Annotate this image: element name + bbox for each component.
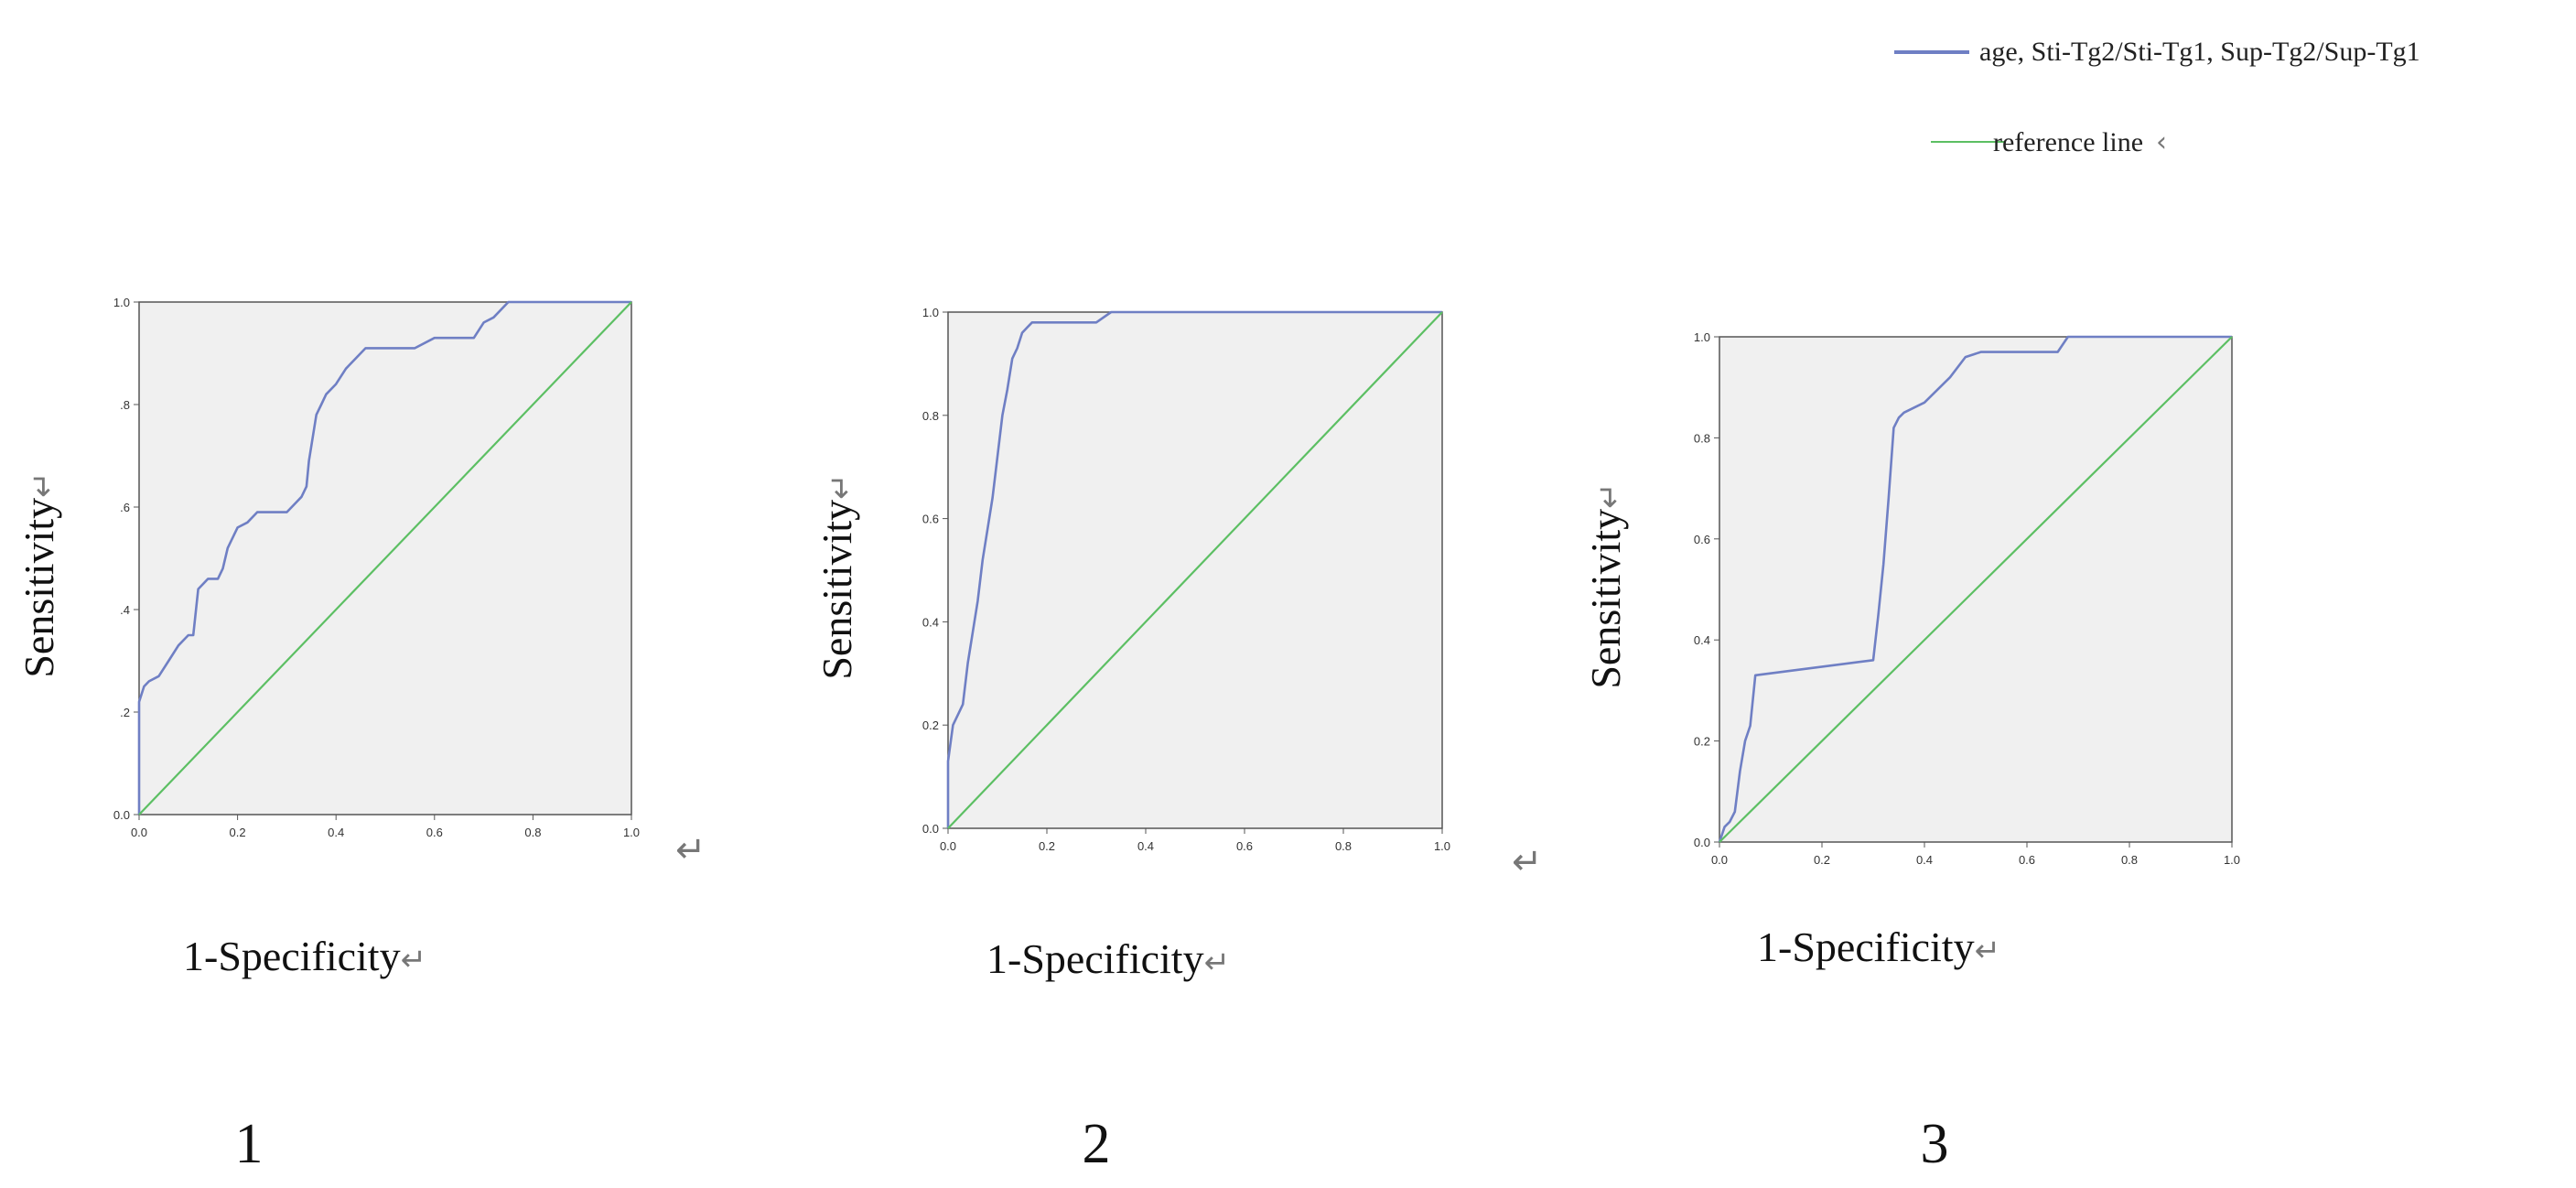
legend: age, Sti-Tg2/Sti-Tg1, Sup-Tg2/Sup-Tg1 re…	[1894, 37, 2420, 158]
y-axis-title-text-2: Sensitivity	[814, 500, 860, 680]
y-tick-label-3: 0.2	[1694, 735, 1710, 749]
x-tick-label-1: 0.0	[131, 826, 147, 839]
y-tick-label-1: 0.0	[113, 808, 130, 822]
y-tick-label-2: 0.4	[922, 615, 939, 629]
x-axis-return-glyph-1: ↵	[401, 942, 427, 978]
legend-item-roc: age, Sti-Tg2/Sti-Tg1, Sup-Tg2/Sup-Tg1	[1894, 37, 2420, 67]
reference-line-1	[138, 301, 632, 815]
legend-label-reference: reference line ‹	[1993, 126, 2167, 158]
x-tick-label-3: 0.6	[2019, 853, 2035, 867]
x-tick-label-1: 0.6	[426, 826, 443, 839]
panel-number-2: 2	[1083, 1113, 1111, 1175]
x-tick-label-2: 1.0	[1434, 839, 1450, 853]
y-tick-label-1: .8	[120, 398, 130, 412]
legend-item-reference: reference line ‹	[1931, 126, 2167, 158]
roc-panel-2: 0.0 0.2 0.4 0.6 0.8 1.0 0.0 0.2 0.4 0.6 0.8 1.0 Sens…	[814, 306, 1543, 1175]
y-tick-label-3: 0.4	[1694, 633, 1710, 647]
y-tick-label-1: .2	[120, 706, 130, 719]
reference-line-3	[1719, 336, 2233, 843]
y-tick-label-3: 0.6	[1694, 533, 1710, 546]
y-axis-return-glyph-3: ↵	[1591, 482, 1628, 509]
x-tick-label-2: 0.2	[1039, 839, 1055, 853]
x-tick-label-3: 0.4	[1916, 853, 1933, 867]
x-axis-title-text-1: 1-Specificity	[183, 933, 401, 979]
y-axis-title-text-3: Sensitivity	[1582, 509, 1629, 689]
y-tick-label-2: 1.0	[922, 306, 939, 319]
y-tick-label-1: .6	[120, 501, 130, 514]
y-tick-label-3: 0.8	[1694, 431, 1710, 445]
y-axis-title-text-1: Sensitivity	[16, 498, 62, 678]
y-tick-label-1: .4	[120, 603, 130, 617]
trailing-return-glyph-2: ↵	[1512, 841, 1543, 883]
y-axis-title-2: Sensitivity↵	[814, 473, 860, 679]
roc-panel-3: 0.0 0.2 0.4 0.6 0.8 1.0 0.0 0.2 0.4 0.6 0.8 1.0 Sens…	[1582, 330, 2240, 1175]
x-tick-label-2: 0.6	[1236, 839, 1253, 853]
x-axis-title-3: 1-Specificity↵	[1757, 923, 2000, 970]
x-axis-title-1: 1-Specificity↵	[183, 933, 426, 979]
roc-panel-1: 0.0 0.2 0.4 0.6 0.8 1.0 0.0 .2 .4 .6 .8 1.0 Sensitiv…	[16, 296, 706, 1175]
y-axis-return-glyph-1: ↵	[25, 471, 61, 498]
x-tick-label-1: 1.0	[623, 826, 640, 839]
x-tick-label-2: 0.4	[1137, 839, 1154, 853]
x-tick-label-2: 0.0	[940, 839, 956, 853]
x-tick-label-1: 0.4	[328, 826, 344, 839]
y-axis-return-glyph-2: ↵	[823, 473, 859, 500]
y-tick-label-2: 0.6	[922, 513, 939, 526]
x-axis-return-glyph-3: ↵	[1975, 933, 2001, 969]
x-tick-label-1: 0.8	[524, 826, 541, 839]
x-tick-label-3: 0.2	[1814, 853, 1830, 867]
x-tick-label-3: 1.0	[2224, 853, 2240, 867]
y-tick-label-2: 0.0	[922, 822, 939, 836]
y-axis-title-1: Sensitivity↵	[16, 471, 62, 677]
roc-curve-3	[1718, 335, 2232, 843]
y-tick-label-2: 0.2	[922, 718, 939, 732]
panel-number-1: 1	[235, 1113, 264, 1175]
roc-curve-1	[137, 300, 631, 815]
x-axis-title-text-2: 1-Specificity	[986, 935, 1204, 982]
x-tick-label-3: 0.8	[2121, 853, 2138, 867]
reference-line-2	[947, 311, 1443, 829]
legend-reference-text: reference line	[1993, 127, 2143, 157]
x-tick-label-1: 0.2	[230, 826, 246, 839]
roc-curve-2	[946, 310, 1442, 828]
x-axis-title-text-3: 1-Specificity	[1757, 923, 1975, 970]
y-tick-label-3: 1.0	[1694, 330, 1710, 344]
y-tick-label-2: 0.8	[922, 409, 939, 423]
y-axis-title-3: Sensitivity↵	[1582, 482, 1629, 688]
legend-label-roc: age, Sti-Tg2/Sti-Tg1, Sup-Tg2/Sup-Tg1	[1979, 37, 2420, 67]
y-tick-label-1: 1.0	[113, 296, 130, 309]
legend-reference-suffix: ‹	[2156, 126, 2167, 158]
trailing-return-glyph-1: ↵	[675, 829, 706, 871]
x-axis-title-2: 1-Specificity↵	[986, 935, 1230, 982]
panel-number-3: 3	[1921, 1113, 1949, 1175]
y-tick-label-3: 0.0	[1694, 836, 1710, 849]
x-tick-label-2: 0.8	[1335, 839, 1352, 853]
x-axis-return-glyph-2: ↵	[1204, 945, 1231, 981]
x-tick-label-3: 0.0	[1711, 853, 1728, 867]
